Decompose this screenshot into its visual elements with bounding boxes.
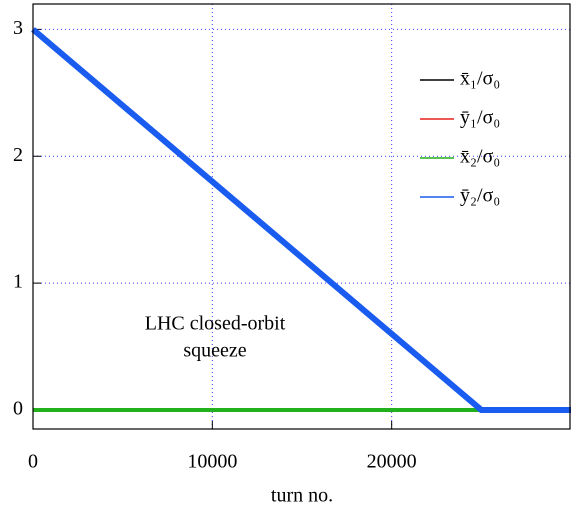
y-tick-label: 1 (13, 271, 23, 293)
y-tick-label: 3 (13, 17, 23, 39)
annotation: LHC closed-orbit (145, 313, 286, 335)
x-tick-label: 20000 (367, 451, 417, 473)
series-line (31, 27, 571, 413)
x-axis-label: turn no. (271, 485, 333, 507)
legend-label: x̄₂/σ₀ (460, 146, 500, 168)
y-tick-label: 0 (13, 398, 23, 420)
y-tick-label: 2 (13, 144, 23, 166)
plot-frame (32, 3, 571, 430)
x-tick-label: 0 (28, 451, 38, 473)
legend-label: x̄₁/σ₀ (460, 68, 500, 90)
annotation: squeeze (183, 340, 246, 362)
legend-label: ȳ₁/σ₀ (460, 107, 500, 129)
legend-label: ȳ₂/σ₀ (460, 185, 500, 207)
x-tick-label: 10000 (187, 451, 237, 473)
